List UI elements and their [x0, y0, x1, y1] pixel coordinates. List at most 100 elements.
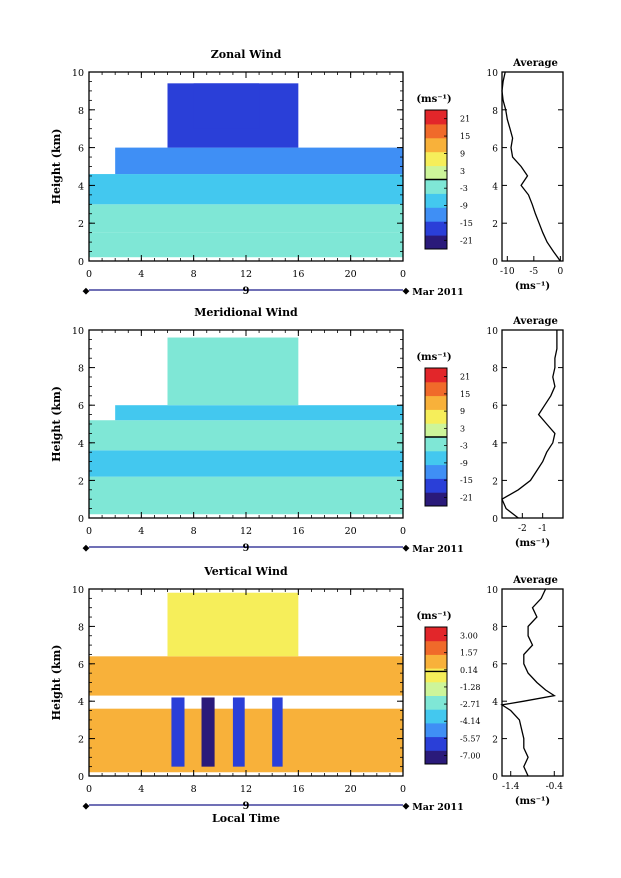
meridional-average-title: Average [512, 316, 558, 327]
meridional-average-ytick-label-0: 0 [492, 515, 498, 525]
vertical-colorbar-segment-4 [425, 695, 447, 710]
vertical-colorbar-segment-2 [425, 722, 447, 738]
vertical-average-xtick-label-0: -1.4 [502, 782, 520, 792]
vertical-ytick-label-4: 8 [78, 622, 84, 633]
zonal-average-ytick-label-1: 2 [492, 220, 498, 230]
zonal-xtick-label-3: 12 [240, 269, 252, 280]
meridional-date-bar-end-mark: ◆ [403, 544, 410, 554]
meridional-average-ytick-label-4: 8 [492, 365, 498, 375]
vertical-colorbar-segment-3 [425, 709, 447, 724]
zonal-colorbar-segment-1 [425, 221, 447, 236]
vertical-colorbar-tick-label-5: -4.14 [460, 717, 481, 726]
zonal-xtick-label-1: 4 [138, 269, 144, 280]
meridional-average-ytick-label-2: 4 [492, 440, 498, 450]
meridional-colorbar-segment-4 [425, 437, 447, 452]
zonal-title: Zonal Wind [211, 48, 282, 61]
zonal-average-ytick-label-3: 6 [492, 145, 498, 155]
meridional-colorbar-unit: (ms⁻¹) [416, 352, 451, 363]
zonal-region-1 [89, 204, 403, 233]
meridional-xtick-label-5: 20 [345, 526, 357, 537]
vertical-colorbar-tick-label-4: -2.71 [460, 700, 481, 709]
meridional-xtick-label-1: 4 [138, 526, 144, 537]
zonal-average-profile-line [501, 71, 561, 262]
vertical-average-frame [501, 588, 564, 777]
meridional-colorbar-segment-0 [425, 492, 447, 507]
meridional-ytick-label-0: 0 [78, 514, 84, 525]
meridional-average-xtick-label-0: -2 [518, 524, 527, 534]
vertical-date-bar-start-mark: ◆ [83, 802, 90, 812]
zonal-colorbar-segment-9 [425, 110, 447, 125]
meridional-average-xlabel: (ms⁻¹) [515, 538, 550, 549]
vertical-colorbar-tick-label-3: -1.28 [460, 683, 481, 692]
vertical-title: Vertical Wind [203, 565, 288, 578]
meridional-colorbar-tick-label-1: 15 [460, 390, 470, 399]
vertical-region-0 [89, 708, 403, 773]
vertical-colorbar-tick-label-2: 0.14 [460, 666, 478, 675]
zonal-colorbar-tick-label-1: 15 [460, 132, 470, 141]
meridional-colorbar-segment-6 [425, 409, 447, 424]
zonal-ytick-label-5: 10 [72, 68, 84, 79]
meridional-average-ytick-label-5: 10 [487, 327, 499, 337]
zonal-colorbar-tick-label-0: 21 [460, 115, 470, 124]
vertical-region-2 [167, 592, 299, 657]
zonal-xtick-label-6: 0 [400, 269, 406, 280]
vertical-xtick-label-0: 0 [86, 784, 92, 795]
zonal-date-bar-end-mark: ◆ [403, 287, 410, 297]
zonal-colorbar-segment-4 [425, 179, 447, 194]
meridional-average-ytick-label-1: 2 [492, 477, 498, 487]
meridional-colorbar-tick-label-7: -21 [460, 493, 473, 502]
vertical-average-ytick-label-1: 2 [492, 736, 498, 746]
vertical-xtick-label-5: 20 [345, 784, 357, 795]
zonal-ylabel: Height (km) [50, 129, 63, 205]
vertical-month-label: Mar 2011 [412, 802, 463, 813]
zonal-average-xlabel: (ms⁻¹) [515, 281, 550, 292]
zonal-average-xtick-label-0: -10 [500, 267, 515, 277]
meridional-xtick-label-4: 16 [292, 526, 304, 537]
meridional-xtick-label-6: 0 [400, 526, 406, 537]
meridional-colorbar-segment-3 [425, 450, 447, 466]
meridional-ytick-label-4: 8 [78, 364, 84, 375]
meridional-average-profile-line [501, 330, 558, 519]
vertical-region-4 [201, 697, 215, 767]
vertical-average-ytick-label-2: 4 [492, 698, 498, 708]
vertical-ylabel: Height (km) [50, 645, 63, 721]
vertical-colorbar-unit: (ms⁻¹) [416, 611, 451, 622]
zonal-xtick-label-2: 8 [191, 269, 197, 280]
zonal-colorbar-tick-label-6: -15 [460, 219, 473, 228]
zonal-colorbar-segment-3 [425, 193, 447, 208]
zonal-region-0 [89, 232, 403, 258]
vertical-colorbar-segment-6 [425, 668, 447, 683]
meridional-region-3 [115, 405, 404, 421]
meridional-colorbar-segment-2 [425, 464, 447, 479]
meridional-xtick-label-0: 0 [86, 526, 92, 537]
meridional-region-2 [89, 420, 403, 451]
vertical-average-ytick-label-4: 8 [492, 623, 498, 633]
vertical-colorbar-segment-1 [425, 736, 447, 751]
vertical-average-profile-line [500, 588, 557, 777]
meridional-date-bar-start-mark: ◆ [83, 544, 90, 554]
meridional-colorbar-tick-label-0: 21 [460, 373, 470, 382]
zonal-region-5 [193, 83, 260, 129]
zonal-xtick-label-4: 16 [292, 269, 304, 280]
meridional-colorbar-tick-label-3: 3 [460, 424, 465, 433]
vertical-average-ytick-label-5: 10 [487, 586, 499, 596]
meridional-title: Meridional Wind [194, 306, 298, 319]
zonal-average-xtick-label-2: 0 [557, 267, 563, 277]
zonal-ytick-label-1: 2 [78, 219, 84, 230]
meridional-colorbar-segment-7 [425, 395, 447, 410]
zonal-ytick-label-4: 8 [78, 106, 84, 117]
zonal-average-ytick-label-0: 0 [492, 258, 498, 268]
zonal-colorbar-segment-7 [425, 137, 447, 153]
zonal-region-2 [89, 174, 403, 205]
zonal-xtick-label-5: 20 [345, 269, 357, 280]
vertical-average-ytick-label-0: 0 [492, 773, 498, 783]
meridional-colorbar-segment-1 [425, 478, 447, 493]
meridional-xtick-label-3: 12 [240, 526, 252, 537]
zonal-average-frame [501, 71, 564, 262]
vertical-colorbar-segment-7 [425, 654, 447, 669]
zonal-month-label: Mar 2011 [412, 287, 463, 298]
vertical-xtick-label-2: 8 [191, 784, 197, 795]
vertical-ytick-label-3: 6 [78, 660, 84, 671]
